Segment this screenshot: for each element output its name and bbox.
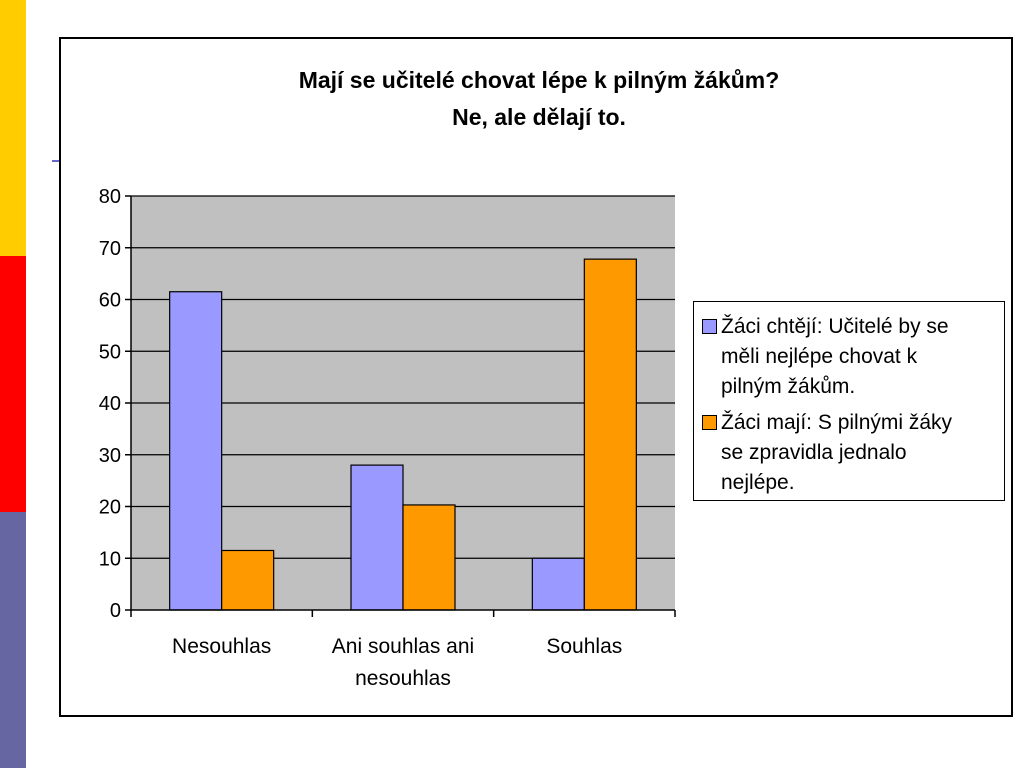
chart-title: Mají se učitelé chovat lépe k pilným žák… (299, 67, 780, 130)
bar-series-2-category-2 (402, 504, 456, 611)
legend: Žáci chtějí: Učitelé by se měli nejlépe … (693, 301, 1005, 501)
legend-label-series-2-line-3: nejlépe. (721, 471, 795, 494)
chart-title-line-1: Mají se učitelé chovat lépe k pilným žák… (299, 67, 780, 93)
y-tick-label-20: 20 (99, 497, 121, 519)
legend-item-series-1: Žáci chtějí: Učitelé by se měli nejlépe … (702, 312, 998, 402)
blue-accent-strip (0, 512, 26, 768)
legend-item-series-2: Žáci mají: S pilnými žáky se zpravidla j… (702, 408, 998, 498)
category-label-2-line-2: nesouhlas (355, 667, 451, 690)
x-axis-category-labels: Nesouhlas Ani souhlas ani nesouhlas Souhlas (172, 635, 622, 690)
bar-series-2-category-1 (221, 549, 275, 611)
category-label-1-line-1: Nesouhlas (172, 635, 271, 658)
legend-label-series-2-line-2: se zpravidla jednalo (721, 441, 907, 464)
bar-chart: Mají se učitelé chovat lépe k pilným žák… (99, 67, 780, 690)
y-tick-label-80: 80 (99, 186, 121, 208)
bar-series-1-category-1 (169, 291, 223, 611)
chart-title-line-2: Ne, ale dělají to. (452, 104, 626, 130)
chart-area: Mají se učitelé chovat lépe k pilným žák… (59, 37, 1013, 717)
category-label-2-line-1: Ani souhlas ani (332, 635, 474, 658)
y-axis-tick-labels: 0 10 20 30 40 50 60 70 80 (99, 186, 121, 622)
bars (169, 258, 637, 611)
legend-label-series-1-line-3: pilným žákům. (721, 375, 856, 398)
yellow-accent-strip (0, 0, 26, 256)
legend-swatch-series-2 (702, 415, 717, 430)
y-tick-label-40: 40 (99, 393, 121, 415)
decorative-line (52, 160, 62, 162)
y-tick-label-0: 0 (110, 600, 121, 622)
y-tick-label-70: 70 (99, 238, 121, 260)
legend-label-series-1: Žáci chtějí: Učitelé by se měli nejlépe … (721, 312, 949, 402)
red-accent-strip (0, 256, 26, 512)
bar-series-1-category-3 (531, 557, 585, 611)
bar-series-1-category-2 (350, 464, 404, 611)
legend-label-series-2-line-1: Žáci mají: S pilnými žáky (721, 411, 953, 434)
legend-label-series-1-line-1: Žáci chtějí: Učitelé by se (721, 315, 949, 338)
category-label-3-line-1: Souhlas (546, 635, 622, 658)
legend-swatch-series-1 (702, 319, 717, 334)
axes (125, 195, 676, 617)
legend-label-series-1-line-2: měli nejlépe chovat k (721, 345, 918, 368)
bar-series-2-category-3 (583, 258, 637, 611)
y-tick-label-10: 10 (99, 548, 121, 570)
y-tick-label-50: 50 (99, 341, 121, 363)
y-tick-label-30: 30 (99, 445, 121, 467)
legend-label-series-2: Žáci mají: S pilnými žáky se zpravidla j… (721, 408, 952, 498)
y-tick-label-60: 60 (99, 290, 121, 312)
